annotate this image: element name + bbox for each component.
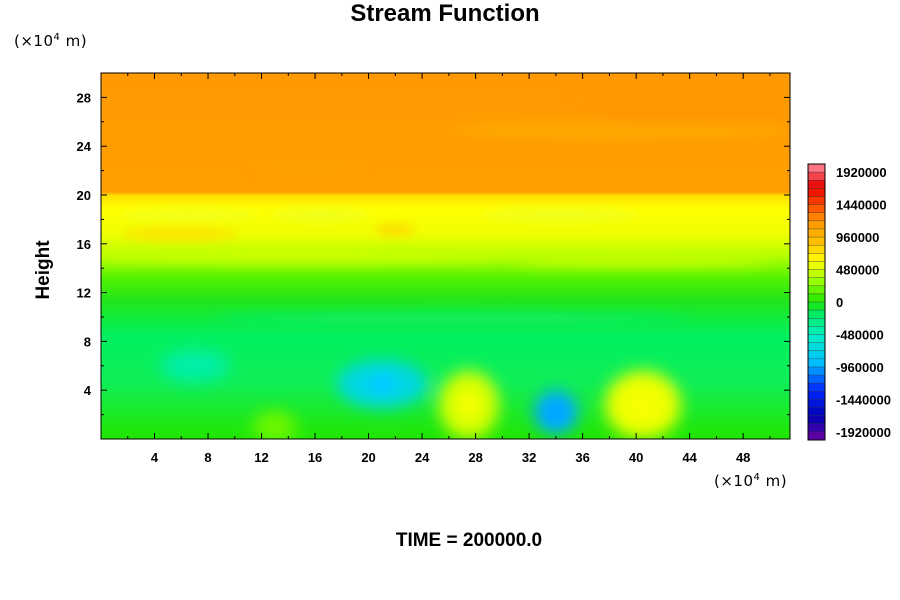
colorbar-swatch [808,318,825,327]
x-tick-label: 44 [682,450,697,465]
colorbar-swatch [808,261,825,270]
x-tick-label: 32 [522,450,536,465]
colorbar-tick-label: -1920000 [836,425,891,440]
y-tick-label: 20 [77,188,91,203]
colorbar-swatch [808,164,825,173]
colorbar-swatch [808,391,825,400]
x-tick-label: 36 [575,450,589,465]
colorbar-swatch [808,423,825,433]
colorbar-swatch [808,204,825,214]
time-label: TIME = 200000.0 [395,530,543,551]
y-tick-label: 16 [77,237,91,252]
colorbar-swatch [808,358,825,368]
colorbar: 1920000 1440000 960000 480000 0 -480000 -96000… [807,163,891,441]
x-tick-label: 16 [308,450,322,465]
colorbar-swatch [808,212,825,222]
colorbar-swatch [808,269,825,278]
colorbar-tick-label: 1920000 [836,165,887,180]
x-tick-label: 8 [204,450,211,465]
field-bands [101,120,790,323]
colorbar-swatch [808,188,825,197]
x-tick-label: 48 [736,450,750,465]
chart-title: Stream Function [350,0,540,27]
colorbar-tick-label: -1440000 [836,392,891,407]
colorbar-swatch [808,407,825,416]
colorbar-swatch [808,237,825,246]
colorbar-tick-label: 960000 [836,230,879,245]
colorbar-swatch [808,334,825,343]
colorbar-tick-label: 0 [836,295,843,310]
colorbar-swatch [808,342,825,352]
colorbar-frame [807,163,826,441]
x-tick-label: 12 [254,450,268,465]
x-axis-unit: (×104 m) [714,472,788,490]
colorbar-swatch [808,293,825,303]
colorbar-swatch [808,285,825,295]
field-feature-core [628,392,657,417]
plot-frame [100,72,791,440]
colorbar-swatch [808,415,825,425]
colorbar-swatch [808,277,825,287]
y-tick-label: 4 [84,383,92,398]
colorbar-swatch [808,220,825,230]
field-feature [159,349,230,382]
x-tick-label: 40 [629,450,643,465]
colorbar-swatch [808,350,825,360]
colorbar-swatch [808,302,825,311]
field-feature-core [367,374,396,395]
colorbar-tick-label: -960000 [836,360,884,375]
colorbar-swatch [808,253,825,262]
colorbar-swatch [808,326,825,335]
colorbar-swatch [808,172,825,181]
y-tick-label: 28 [77,90,91,105]
field-feature-core [545,402,566,423]
field-feature [252,410,297,439]
x-tick-label: 4 [151,450,159,465]
x-axis: 4 8 12 16 20 24 28 32 36 40 44 48 [127,73,771,465]
colorbar-swatch [808,310,825,319]
y-tick-label: 24 [77,139,92,154]
field-feature [579,99,790,120]
colorbar-swatch [808,196,825,205]
colorbar-swatch [808,375,825,384]
x-tick-label: 24 [415,450,430,465]
y-tick-label: 12 [77,286,91,301]
colorbar-swatch [808,245,825,254]
colorbar-tick-label: 480000 [836,263,879,278]
x-tick-label: 28 [468,450,482,465]
colorbar-swatch [808,366,825,376]
colorbar-swatch [808,431,825,441]
y-axis-unit: (×104 m) [14,32,88,50]
colorbar-tick-label: -480000 [836,327,884,342]
colorbar-swatch [808,180,825,189]
colorbar-swatch [808,228,825,238]
colorbar-swatch [808,399,825,408]
y-axis: 4 8 12 16 20 24 28 [77,90,790,416]
y-tick-label: 8 [84,334,91,349]
plot-area [100,72,791,440]
colorbar-tick-label: 1440000 [836,198,887,213]
colorbar-swatch [808,383,825,392]
x-tick-label: 20 [361,450,375,465]
field-feature-core [458,392,479,417]
